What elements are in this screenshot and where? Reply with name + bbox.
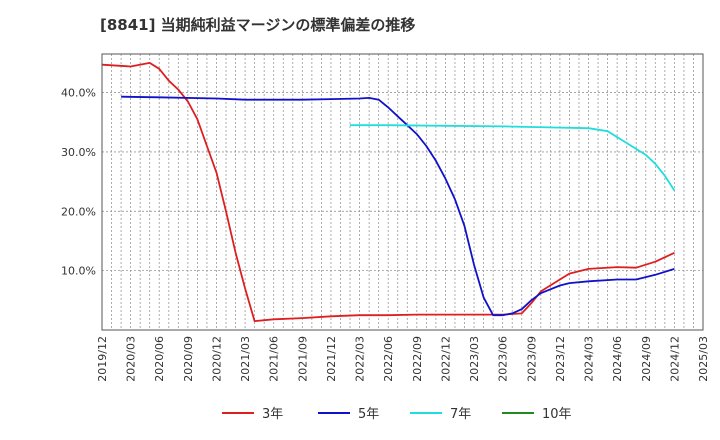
x-tick-label: 2022/12 (439, 336, 452, 382)
legend-label-3: 7年 (450, 407, 471, 422)
x-tick-label: 2021/09 (296, 336, 309, 382)
y-tick-label: 10.0% (61, 265, 96, 278)
x-tick-label: 2020/03 (125, 336, 138, 382)
x-tick-label: 2020/12 (210, 336, 223, 382)
legend-label-2: 5年 (358, 407, 379, 422)
x-tick-label: 2021/06 (268, 336, 281, 382)
y-tick-label: 40.0% (61, 87, 96, 100)
x-tick-label: 2023/03 (468, 336, 481, 382)
x-tick-label: 2021/03 (239, 336, 252, 382)
plot-frame (101, 53, 704, 331)
x-tick-label: 2023/12 (554, 336, 567, 382)
chart-title: [8841] 当期純利益マージンの標準偏差の推移 (100, 16, 415, 34)
legend-label-1: 3年 (262, 407, 283, 422)
x-tick-label: 2022/03 (354, 336, 367, 382)
x-tick-label: 2023/06 (497, 336, 510, 382)
x-tick-label: 2022/09 (411, 336, 424, 382)
x-tick-label: 2020/09 (182, 336, 195, 382)
x-tick-label: 2020/06 (153, 336, 166, 382)
x-tick-label: 2025/03 (697, 336, 710, 382)
x-tick-label: 2024/06 (611, 336, 624, 382)
x-axis: 2019/12 2020/03 2020/06 2020/09 2020/12 2021/… (96, 336, 710, 382)
y-tick-label: 20.0% (61, 205, 96, 218)
legend-label-4: 10年 (542, 407, 572, 422)
x-tick-label: 2022/06 (382, 336, 395, 382)
series-lines (101, 62, 676, 323)
x-tick-label: 2024/12 (668, 336, 681, 382)
series-line-2 (121, 95, 675, 317)
series-line-3 (350, 124, 676, 191)
x-tick-label: 2024/03 (583, 336, 596, 382)
x-tick-label: 2021/12 (325, 336, 338, 382)
grid (102, 54, 703, 330)
legend: 3年 5年 7年 10年 (222, 407, 572, 422)
y-tick-label: 30.0% (61, 146, 96, 159)
x-tick-label: 2024/09 (640, 336, 653, 382)
series-line-1 (101, 62, 675, 323)
y-axis: 10.0% 20.0% 30.0% 40.0% (61, 87, 96, 278)
x-tick-label: 2023/09 (525, 336, 538, 382)
x-tick-label: 2019/12 (96, 336, 109, 382)
